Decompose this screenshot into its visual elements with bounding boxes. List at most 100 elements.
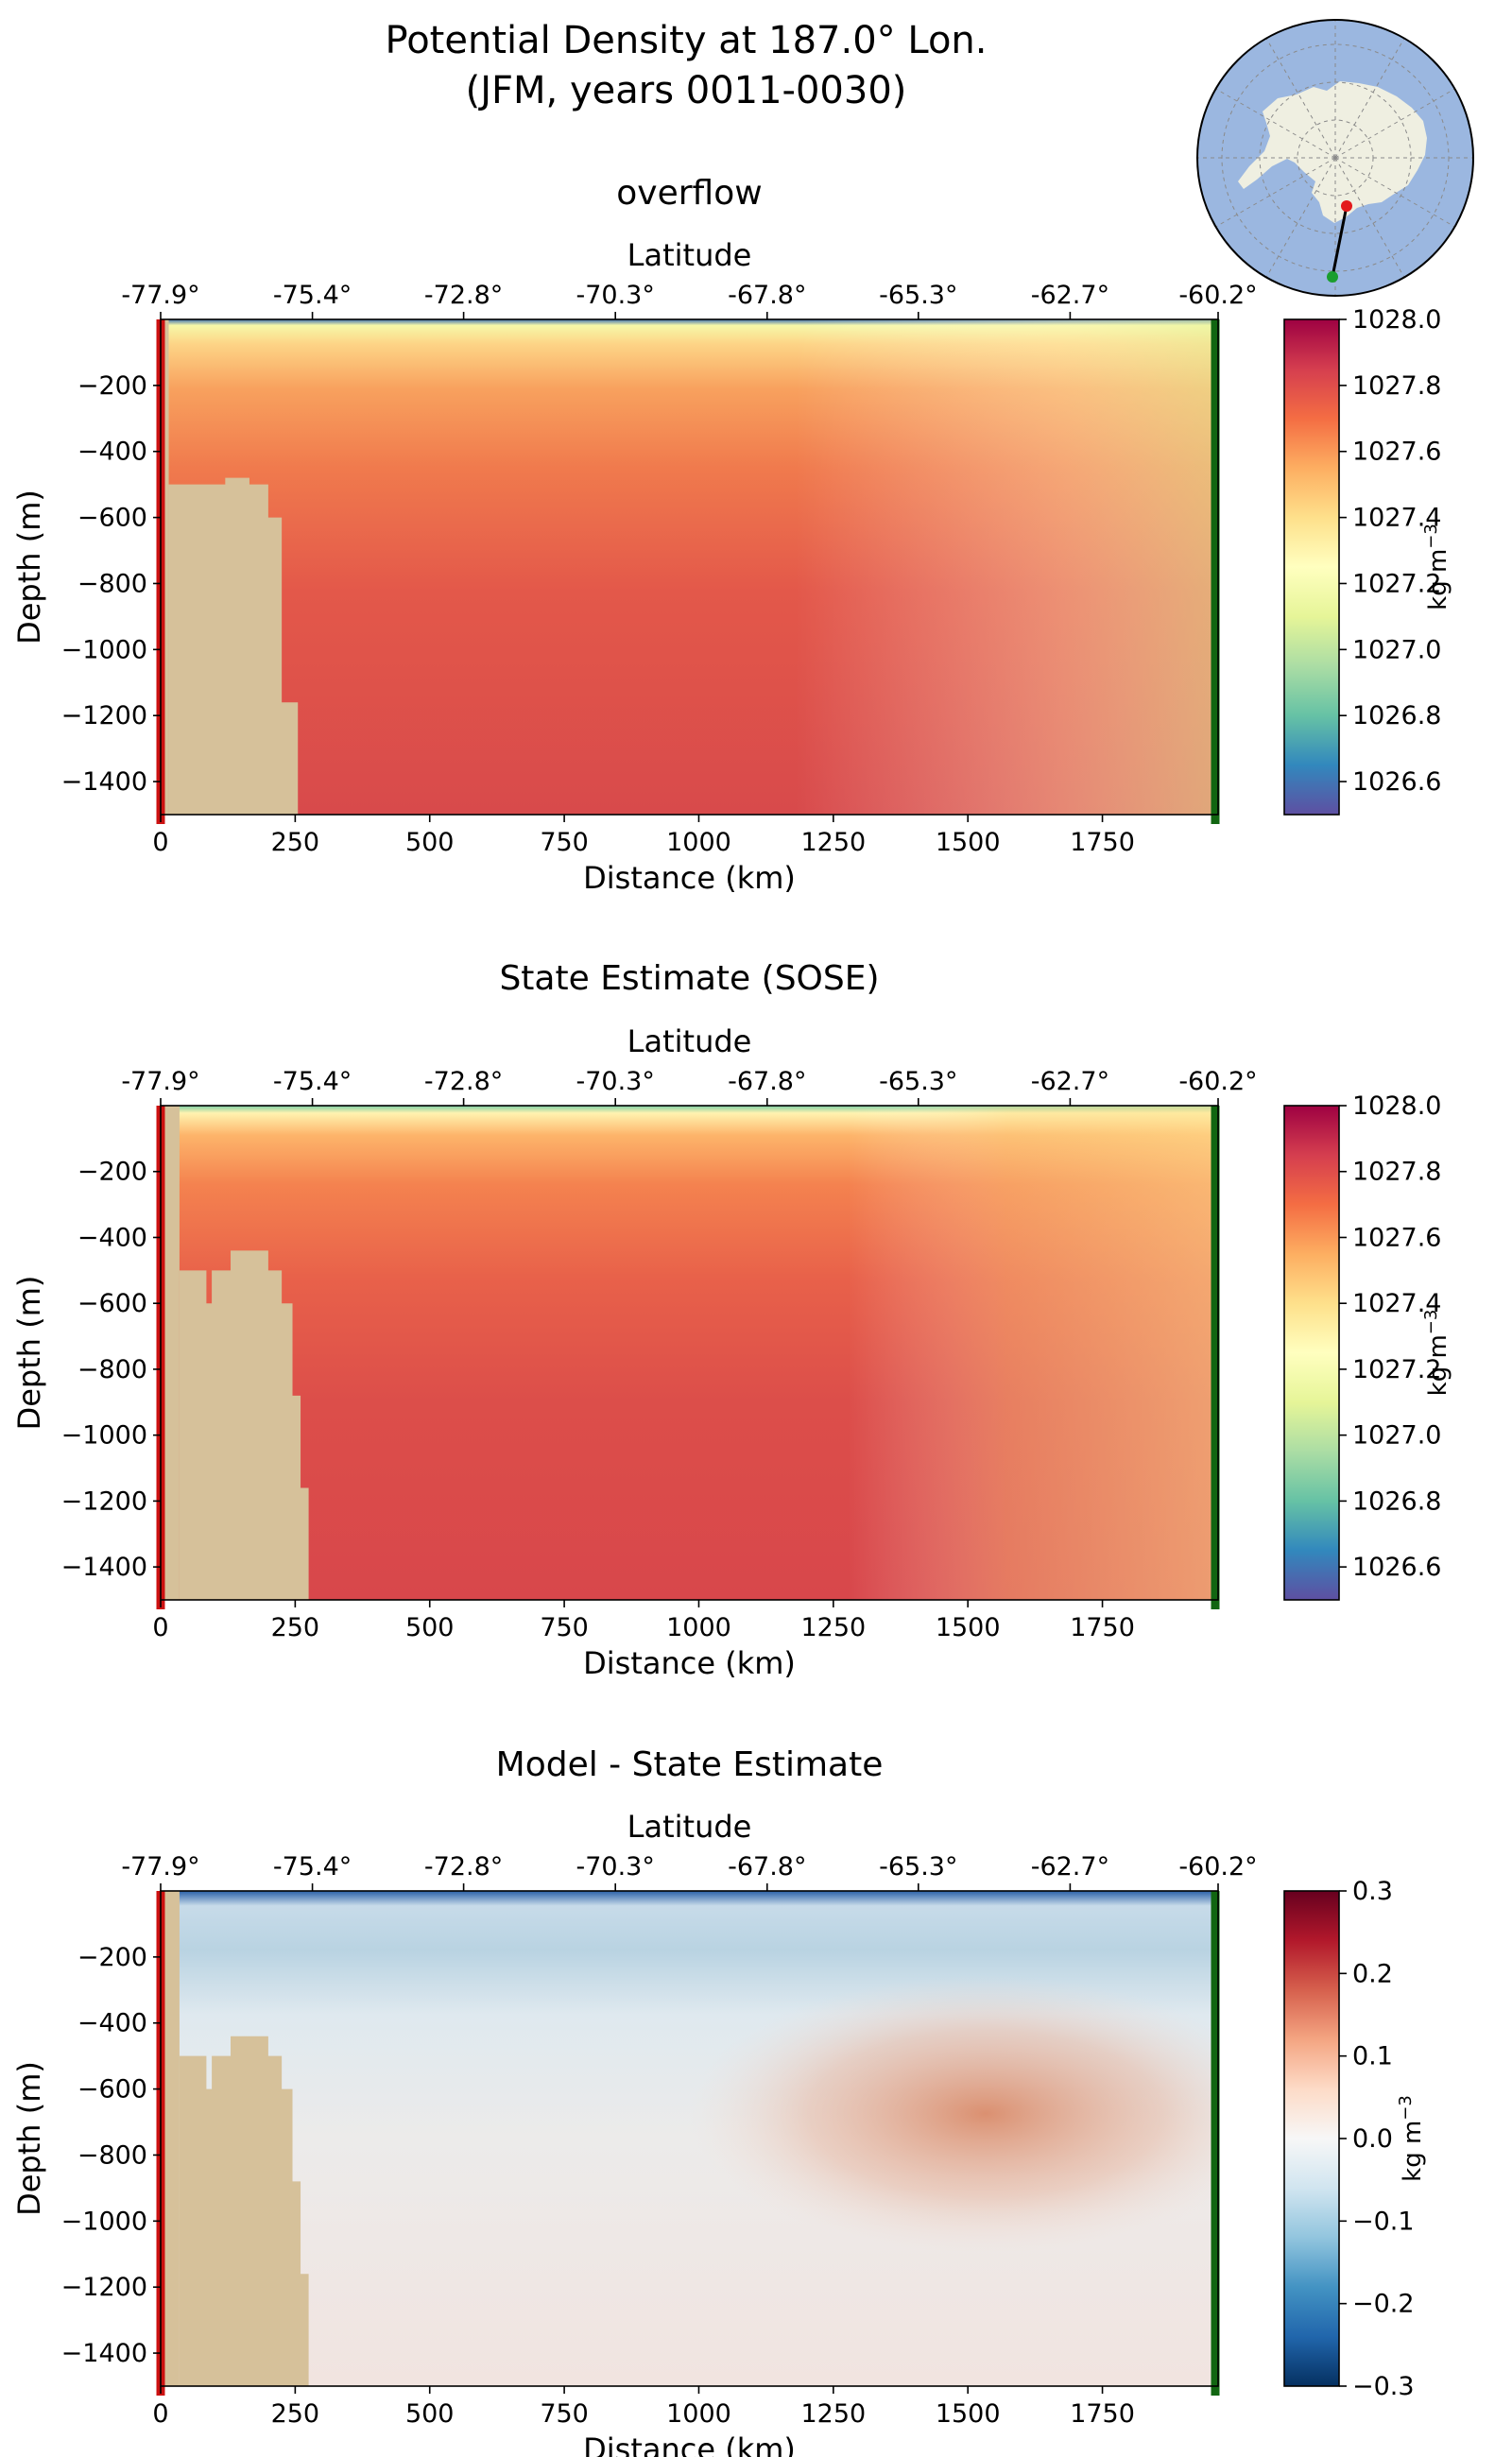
bathymetry [168, 477, 299, 815]
figure-title-line1: Potential Density at 187.0° Lon. [386, 19, 988, 62]
lat-tick-label: -77.9° [121, 1067, 199, 1096]
field-layer [161, 1891, 1218, 2386]
map-section-end-marker [1327, 271, 1338, 283]
colorbar-label-exponent: −3 [1421, 1310, 1441, 1335]
y-tick-label: −600 [77, 2075, 147, 2105]
map-graticule [1334, 157, 1405, 278]
y-tick-label: −200 [77, 1158, 147, 1187]
colorbar-tick-label: −0.1 [1352, 2207, 1415, 2236]
lat-tick-label: -70.3° [576, 1067, 655, 1096]
panel-overflow: overflow Latitude -77.9° -75.4° -72.8° -70.3°… [11, 174, 1452, 896]
lat-tick-label: -60.2° [1178, 281, 1257, 310]
colorbar-tick-label: 1026.6 [1352, 767, 1441, 797]
x-axis-label: Distance (km) [583, 860, 796, 896]
colorbar-label: kg m−3 [1396, 2095, 1428, 2182]
x-axis-label: Distance (km) [583, 2431, 796, 2457]
lat-tick-label: -77.9° [121, 281, 199, 310]
y-tick-label: −1400 [61, 1553, 147, 1582]
panel-title: overflow [616, 174, 762, 213]
bathymetry-coast [161, 1891, 180, 2386]
lat-tick-label: -65.3° [879, 1067, 957, 1096]
x-tick-label: 500 [405, 1613, 455, 1642]
axes-frame [160, 318, 1219, 816]
colorbar-tick-label: 1026.6 [1352, 1553, 1441, 1582]
y-tick-label: −200 [77, 371, 147, 401]
x-tick-label: 1000 [666, 2399, 731, 2429]
lat-tick-label: -67.8° [728, 1852, 806, 1881]
x-tick-label: 500 [405, 828, 455, 857]
inset-map-antarctica [1196, 19, 1474, 297]
panel-title: State Estimate (SOSE) [499, 959, 879, 998]
figure-title-line2: (JFM, years 0011-0030) [466, 69, 907, 112]
x-tick-label: 1000 [666, 828, 731, 857]
x-tick-label: 250 [271, 2399, 320, 2429]
x-tick-label: 1500 [936, 2399, 1001, 2429]
top-axis-label: Latitude [627, 237, 752, 273]
y-tick-label: −600 [77, 504, 147, 533]
colorbar-tick-label: 1027.0 [1352, 635, 1441, 664]
lat-tick-label: -65.3° [879, 281, 957, 310]
x-tick-label: 1000 [666, 1613, 731, 1642]
axes-frame [160, 1890, 1219, 2387]
x-axis-label: Distance (km) [583, 1645, 796, 1681]
y-tick-label: −800 [77, 2140, 147, 2170]
map-graticule [1265, 38, 1336, 159]
lat-tick-label: -72.8° [424, 1067, 503, 1096]
x-tick-label: 1500 [936, 828, 1001, 857]
lat-tick-label: -72.8° [424, 281, 503, 310]
colorbar-tick-label: 0.0 [1352, 2124, 1393, 2154]
map-graticule [1334, 88, 1455, 159]
x-tick-label: 250 [271, 1613, 320, 1642]
x-tick-label: 1250 [800, 2399, 866, 2429]
lat-tick-label: -65.3° [879, 1852, 957, 1881]
panel-model-minus-state-estimate: Model - State Estimate Latitude -77.9° -75.… [11, 1745, 1427, 2457]
map-graticule [1265, 157, 1336, 278]
x-tick-label: 750 [540, 2399, 589, 2429]
x-tick-label: 1250 [800, 828, 866, 857]
map-section-line [1331, 205, 1349, 278]
colorbar-tick-label: 1027.4 [1352, 504, 1441, 533]
x-tick-label: 1500 [936, 1613, 1001, 1642]
x-tick-label: 1750 [1070, 828, 1135, 857]
lat-tick-label: -70.3° [576, 1852, 655, 1881]
colorbar-tick-label: 0.3 [1352, 1877, 1393, 1906]
lat-tick-label: -75.4° [273, 1852, 352, 1881]
y-axis-label: Depth (m) [11, 1276, 47, 1431]
x-tick-label: 1750 [1070, 2399, 1135, 2429]
y-axis-label: Depth (m) [11, 490, 47, 644]
x-tick-label: 1750 [1070, 1613, 1135, 1642]
map-graticule [1215, 157, 1336, 228]
map-section-start-marker [1341, 200, 1352, 212]
x-tick-label: 0 [152, 1613, 168, 1642]
colorbar-tick-label: 1028.0 [1352, 1091, 1441, 1121]
colorbar-tick-label: 1027.6 [1352, 1223, 1441, 1252]
colorbar-tick-label: 1028.0 [1352, 305, 1441, 335]
panel-title: Model - State Estimate [496, 1745, 884, 1784]
colorbar [1283, 1890, 1340, 2387]
colorbar-tick-label: 1027.6 [1352, 438, 1441, 467]
lat-tick-label: -67.8° [728, 281, 806, 310]
axes-frame [160, 1105, 1219, 1601]
bathymetry [179, 1250, 309, 1600]
y-tick-label: −1000 [61, 635, 147, 664]
bathymetry-coast [161, 1106, 180, 1600]
y-tick-label: −1200 [61, 1486, 147, 1516]
x-tick-label: 0 [152, 828, 168, 857]
colorbar-tick-label: 0.1 [1352, 2042, 1393, 2071]
lat-tick-label: -62.7° [1031, 281, 1109, 310]
colorbar-tick-label: 1027.2 [1352, 569, 1441, 598]
x-tick-label: 250 [271, 828, 320, 857]
colorbar-tick-label: 1027.8 [1352, 1158, 1441, 1187]
x-tick-label: 1250 [800, 1613, 866, 1642]
lat-tick-label: -75.4° [273, 1067, 352, 1096]
map-antarctica-land [1238, 81, 1427, 223]
y-tick-label: −1000 [61, 1421, 147, 1451]
top-axis-label: Latitude [627, 1809, 752, 1845]
colorbar-tick-label: −0.2 [1352, 2290, 1415, 2319]
lat-tick-label: -75.4° [273, 281, 352, 310]
map-graticule [1215, 88, 1336, 159]
lat-tick-label: -62.7° [1031, 1067, 1109, 1096]
x-tick-label: 0 [152, 2399, 168, 2429]
colorbar-label-exponent: −3 [1396, 2095, 1416, 2121]
